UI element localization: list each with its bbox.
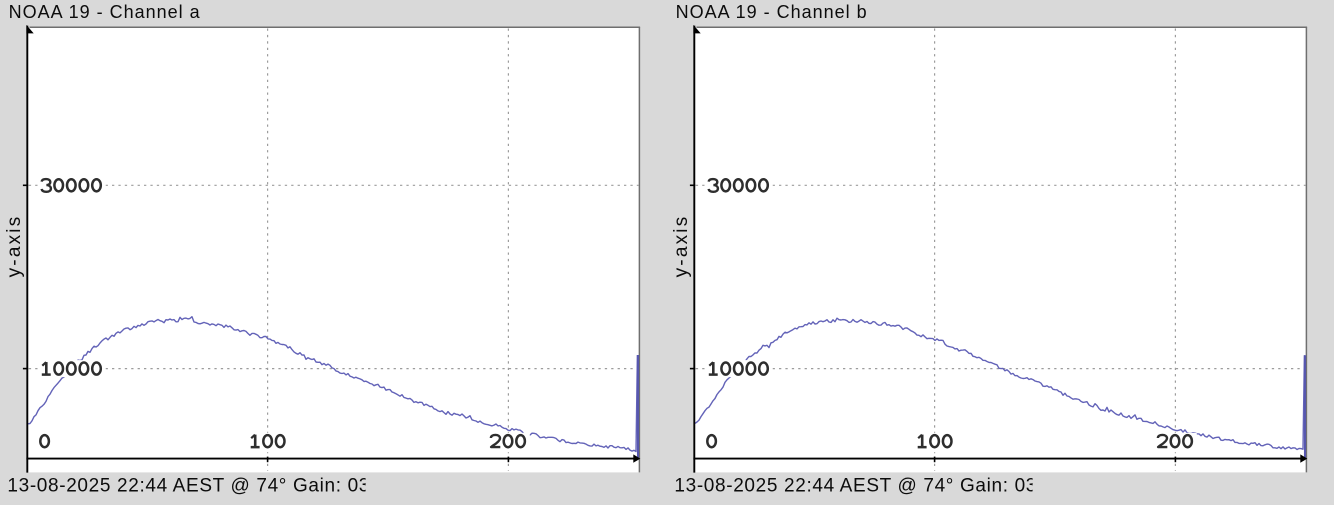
svg-text:NOAA 19 - Channel a: NOAA 19 - Channel a xyxy=(9,2,201,22)
svg-text:NOAA 19 - Channel b: NOAA 19 - Channel b xyxy=(676,2,868,22)
svg-text:y-axis: y-axis xyxy=(671,215,692,278)
svg-text:y-axis: y-axis xyxy=(4,215,25,278)
svg-text:13-08-2025 22:44 AEST @ 74° Ga: 13-08-2025 22:44 AEST @ 74° Gain: 035 xyxy=(7,475,381,496)
svg-text:13-08-2025 22:44 AEST @ 74° Ga: 13-08-2025 22:44 AEST @ 74° Gain: 035 xyxy=(674,475,1048,496)
